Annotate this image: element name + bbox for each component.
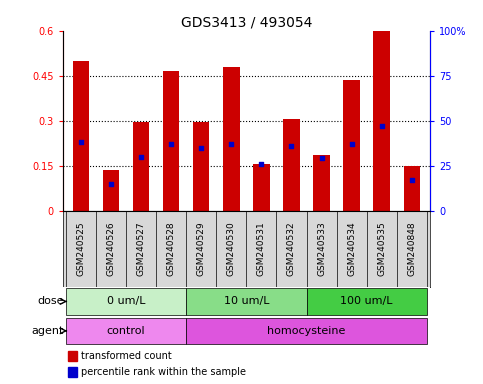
Text: control: control	[107, 326, 145, 336]
Bar	[186, 318, 427, 344]
Text: GSM240527: GSM240527	[137, 221, 145, 276]
Bar	[403, 166, 420, 211]
Bar	[373, 31, 390, 211]
Text: GSM240528: GSM240528	[167, 221, 176, 276]
Bar	[66, 318, 186, 344]
Point	[348, 141, 355, 147]
Text: homocysteine: homocysteine	[267, 326, 346, 336]
Text: 100 um/L: 100 um/L	[341, 296, 393, 306]
Bar	[163, 71, 179, 211]
Bar	[193, 122, 210, 211]
Bar	[313, 155, 330, 211]
Text: dose: dose	[37, 296, 63, 306]
Point	[287, 143, 295, 149]
Text: GSM240534: GSM240534	[347, 221, 356, 276]
Bar	[68, 351, 77, 361]
Text: GSM240848: GSM240848	[407, 221, 416, 276]
Point	[408, 177, 416, 183]
Bar	[253, 164, 270, 211]
Bar	[66, 288, 186, 314]
Text: 10 um/L: 10 um/L	[224, 296, 269, 306]
Point	[77, 139, 85, 145]
Text: agent: agent	[31, 326, 63, 336]
Point	[318, 156, 326, 162]
Bar	[307, 288, 427, 314]
Bar	[68, 367, 77, 377]
Title: GDS3413 / 493054: GDS3413 / 493054	[181, 16, 312, 30]
Text: GSM240525: GSM240525	[76, 221, 85, 276]
Text: transformed count: transformed count	[81, 351, 172, 361]
Text: GSM240530: GSM240530	[227, 221, 236, 276]
Text: GSM240526: GSM240526	[106, 221, 115, 276]
Bar	[223, 67, 240, 211]
Bar	[283, 119, 300, 211]
Bar	[103, 170, 119, 211]
Text: 0 um/L: 0 um/L	[107, 296, 145, 306]
Text: GSM240532: GSM240532	[287, 221, 296, 276]
Bar	[72, 61, 89, 211]
Point	[198, 145, 205, 151]
Point	[107, 180, 115, 187]
Bar	[186, 288, 307, 314]
Point	[137, 154, 145, 160]
Point	[257, 161, 265, 167]
Point	[227, 141, 235, 147]
Text: GSM240535: GSM240535	[377, 221, 386, 276]
Text: GSM240531: GSM240531	[257, 221, 266, 276]
Text: GSM240529: GSM240529	[197, 221, 206, 276]
Point	[167, 141, 175, 147]
Text: GSM240533: GSM240533	[317, 221, 326, 276]
Point	[378, 123, 385, 129]
Text: percentile rank within the sample: percentile rank within the sample	[81, 367, 246, 377]
Bar	[343, 80, 360, 211]
Bar	[133, 122, 149, 211]
